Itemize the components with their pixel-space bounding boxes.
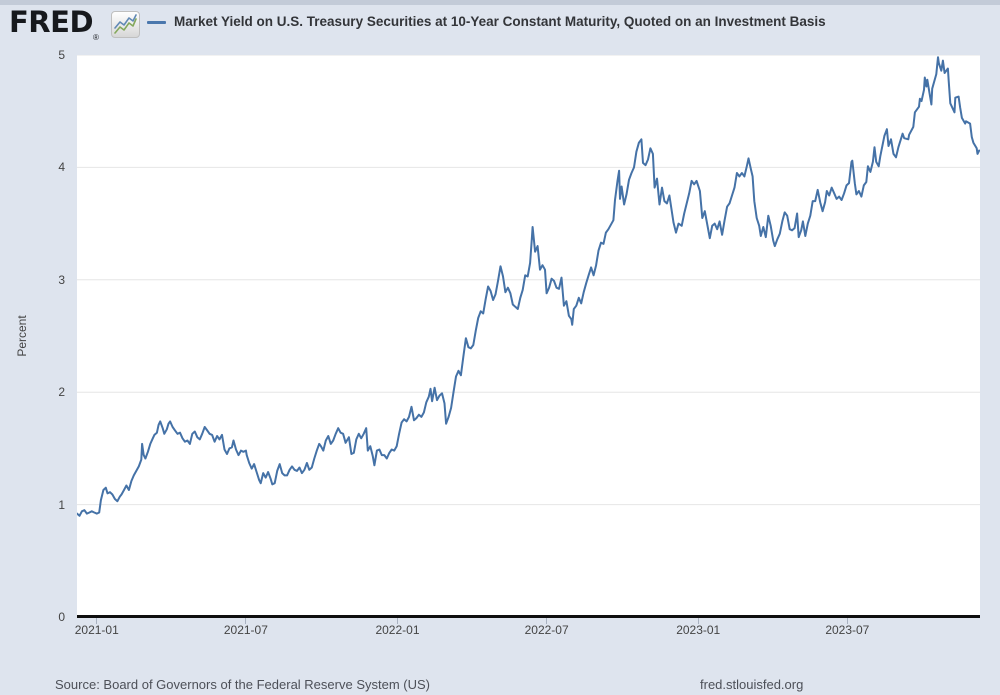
series-title: Market Yield on U.S. Treasury Securities…	[174, 14, 826, 29]
x-tick-label: 2022-07	[524, 623, 569, 637]
x-tick-label: 2023-01	[676, 623, 721, 637]
x-tick-label: 2021-01	[74, 623, 119, 637]
chart-plot-area[interactable]	[77, 55, 980, 617]
fred-logo[interactable]: FRED®	[9, 5, 99, 43]
line-chart-svg	[77, 55, 980, 517]
y-tick-label: 5	[58, 48, 65, 62]
top-border-strip	[0, 0, 1000, 5]
x-tick-label: 2021-07	[223, 623, 268, 637]
x-tick-mark	[245, 618, 247, 624]
y-axis-title: Percent	[15, 315, 29, 357]
registered-mark: ®	[93, 33, 99, 42]
x-tick-mark	[846, 618, 848, 624]
x-tick-mark	[546, 618, 548, 624]
x-tick-label: 2022-01	[375, 623, 420, 637]
x-axis-line	[77, 615, 980, 618]
series-line	[77, 56, 980, 517]
x-tick-label: 2023-07	[825, 623, 870, 637]
y-tick-label: 3	[58, 272, 65, 287]
fred-logo-sparkline-icon	[111, 11, 140, 38]
y-tick-label: 2	[58, 385, 65, 400]
x-tick-mark	[697, 618, 699, 624]
legend-line-swatch	[147, 21, 166, 24]
y-tick-label: 0	[58, 610, 65, 624]
x-tick-mark	[396, 618, 398, 624]
fred-site-link[interactable]: fred.stlouisfed.org	[700, 677, 804, 692]
x-tick-mark	[96, 618, 98, 624]
source-note: Source: Board of Governors of the Federa…	[55, 677, 430, 692]
y-tick-label: 1	[58, 497, 65, 512]
y-tick-label: 4	[58, 160, 65, 175]
fred-logo-text: FRED	[9, 5, 94, 39]
